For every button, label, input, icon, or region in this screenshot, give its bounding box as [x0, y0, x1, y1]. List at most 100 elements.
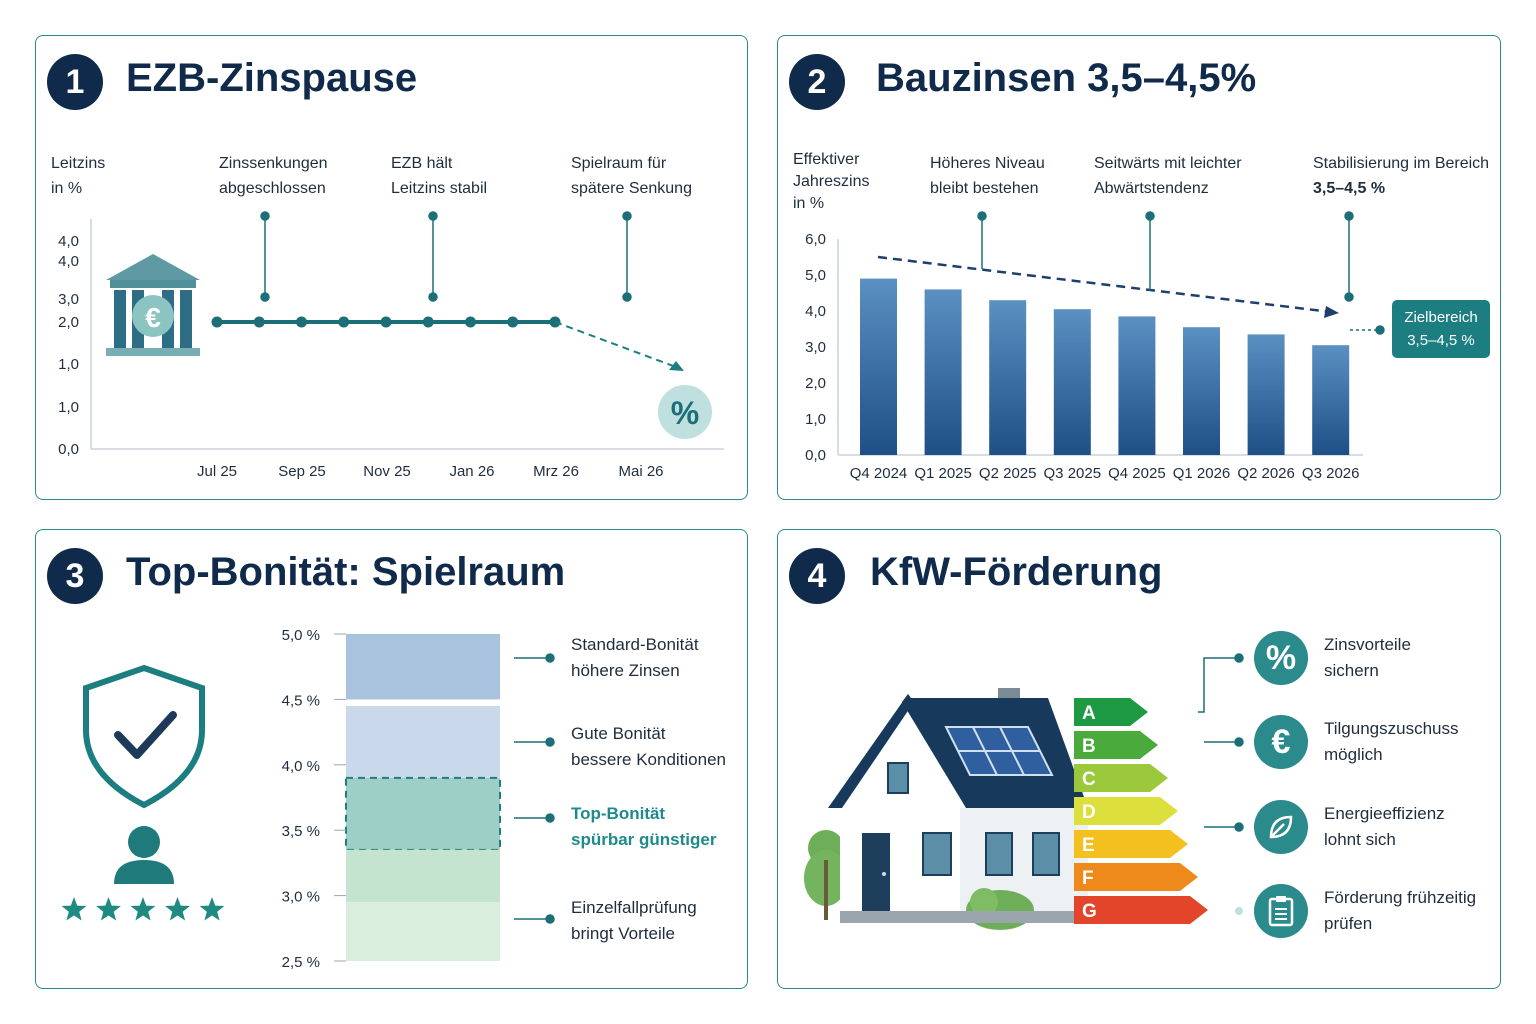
x-tick-label: Mai 26 [618, 463, 663, 480]
shield-check-icon [83, 664, 205, 809]
band [346, 705, 500, 778]
data-point [338, 316, 350, 328]
x-tick-label: Q1 2026 [1173, 465, 1231, 482]
y-tick-label: 0,0 [58, 441, 79, 458]
percent-icon: % [1254, 631, 1308, 685]
bar [1247, 334, 1285, 455]
arrow-head [669, 361, 684, 371]
bar [860, 278, 897, 455]
svg-text:%: % [671, 395, 699, 431]
star-icon [96, 897, 121, 921]
energy-class-bar [1074, 698, 1148, 726]
callout-dot [260, 292, 270, 302]
band [346, 849, 500, 903]
leaf-icon [1254, 800, 1308, 854]
clipboard-icon [1254, 884, 1308, 938]
bar [924, 289, 962, 455]
panel-ezb-zinspause: 1 EZB-Zinspause Leitzins in % Zinssenkun… [35, 35, 748, 500]
panel-bauzinsen: 2 Bauzinsen 3,5–4,5% Effektiver Jahreszi… [777, 35, 1501, 500]
energy-class-label: B [1082, 736, 1096, 757]
star-icon [165, 897, 190, 921]
callout-dot [428, 211, 438, 221]
x-tick-label: Q3 2026 [1302, 465, 1360, 482]
callout-dot [1234, 737, 1244, 747]
leitzins-chart: 4,0 4,0 3,0 2,0 1,0 1,0 0,0 Jul 25 Sep 25 Nov 25… [58, 211, 724, 480]
bar [1312, 345, 1350, 455]
energy-class-label: F [1082, 868, 1094, 889]
panel-number: 4 [789, 548, 845, 604]
band-highlight [345, 776, 501, 851]
bauzinsen-chart: 0,0 1,0 2,0 3,0 4,0 5,0 6,0 Q4 2024 Q1 2025 Q2 2… [805, 211, 1385, 482]
bar [1118, 316, 1156, 455]
kfw-item-zinsvorteile: % Zinsvorteile sichern [1254, 630, 1411, 686]
data-point [253, 316, 265, 328]
bar [989, 300, 1027, 455]
x-tick-label: Q1 2025 [914, 465, 972, 482]
callout-dot [1344, 292, 1354, 302]
y-tick-label: 5,0 [805, 267, 826, 284]
x-tick-label: Nov 25 [363, 463, 411, 480]
y-tick-label: 4,0 [58, 233, 79, 250]
star-icon [130, 897, 156, 921]
annotation-zinssenkungen: Zinssenkungen abgeschlossen [219, 155, 328, 197]
y-tick-label: 4,0 [58, 253, 79, 270]
zielbereich-box: Zielbereich 3,5–4,5 % [1392, 300, 1490, 358]
data-point [507, 316, 519, 328]
annotation-hoeheres-niveau: Höheres Niveau bleibt bestehen [930, 155, 1045, 197]
callout-dot [1375, 325, 1385, 335]
bar [1053, 309, 1091, 455]
bank-euro-icon: € [106, 254, 200, 356]
callout-dot [260, 211, 270, 221]
x-tick-label: Q2 2026 [1237, 465, 1295, 482]
percent-icon: % [658, 385, 712, 439]
panel-title: EZB-Zinspause [126, 56, 418, 100]
y-axis-label: Leitzins in % [51, 155, 106, 197]
energy-class-label: C [1082, 769, 1096, 790]
bonitaet-chart: 5,0 % 4,5 % 4,0 % 3,5 % 3,0 % 2,5 % [61, 627, 555, 971]
energy-class-label: D [1082, 802, 1096, 823]
data-point [211, 316, 223, 328]
callout-dot [428, 292, 438, 302]
person-icon [114, 826, 174, 884]
energy-class-bar [1074, 731, 1158, 759]
band [346, 902, 500, 961]
arrow-head [1324, 306, 1339, 318]
y-tick-label: 3,0 % [282, 889, 320, 906]
x-tick-label: Q3 2025 [1044, 465, 1102, 482]
y-tick-label: 5,0 % [282, 627, 320, 644]
panel-number: 1 [47, 54, 103, 110]
panel-number: 2 [789, 54, 845, 110]
y-tick-label: 6,0 [805, 231, 826, 248]
callout-dot [1344, 211, 1354, 221]
y-tick-label: 1,0 [58, 399, 79, 416]
panel-title: KfW-Förderung [870, 550, 1163, 594]
y-tick-label: 2,0 [805, 375, 826, 392]
energy-class-label: G [1082, 901, 1097, 922]
bar [1183, 327, 1220, 455]
callout-dot [545, 813, 555, 823]
data-point [296, 316, 307, 328]
y-tick-label: 4,0 [805, 303, 826, 320]
callout-dot [622, 292, 632, 302]
data-point [465, 316, 476, 328]
star-icon [199, 897, 225, 921]
annotation-ezb-haelt: EZB hält Leitzins stabil [391, 155, 488, 197]
label-standard-bonitaet: Standard-Bonität höhere Zinsen [571, 635, 699, 680]
star-icon [61, 897, 87, 921]
x-tick-label: Q4 2024 [850, 465, 908, 482]
energy-class-bar [1074, 830, 1188, 858]
callout-dot [545, 914, 555, 924]
y-axis-label: Effektiver Jahreszins in % [793, 151, 870, 212]
panel-number: 3 [47, 548, 103, 604]
band [346, 634, 500, 700]
x-tick-label: Sep 25 [278, 463, 326, 480]
callout-dot [545, 653, 555, 663]
svg-text:€: € [145, 302, 161, 333]
y-tick-label: 3,0 [805, 339, 826, 356]
annotation-seitwaerts: Seitwärts mit leichter Abwärtstendenz [1094, 155, 1242, 197]
kfw-item-tilgungszuschuss: € Tilgungszuschuss möglich [1254, 714, 1459, 770]
kfw-item-energieeffizienz: Energieeffizienz lohnt sich [1254, 799, 1445, 855]
label-gute-bonitaet: Gute Bonität bessere Konditionen [571, 724, 727, 769]
